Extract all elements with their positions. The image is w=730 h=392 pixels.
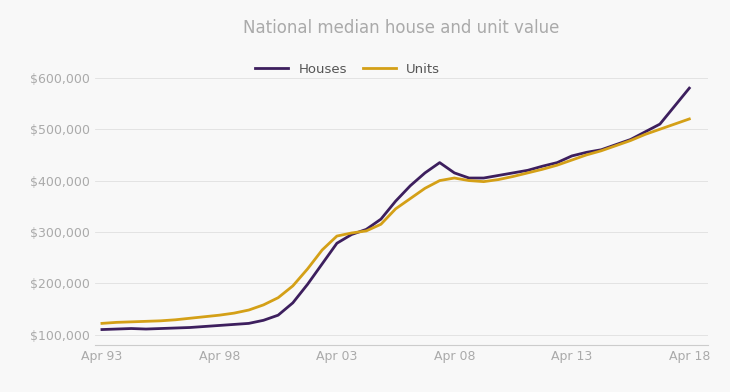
Units bbox=[685, 116, 694, 121]
Houses bbox=[670, 104, 679, 109]
Houses bbox=[685, 86, 694, 91]
Houses bbox=[435, 160, 444, 165]
Units bbox=[112, 320, 121, 325]
Units bbox=[156, 318, 165, 323]
Units bbox=[523, 171, 532, 175]
Units bbox=[391, 207, 400, 211]
Houses bbox=[567, 154, 576, 158]
Units bbox=[303, 267, 312, 271]
Units bbox=[347, 230, 356, 235]
Houses bbox=[274, 313, 283, 318]
Houses bbox=[626, 137, 635, 142]
Houses bbox=[112, 327, 121, 331]
Units bbox=[127, 319, 136, 324]
Houses bbox=[656, 122, 664, 127]
Units bbox=[435, 178, 444, 183]
Units bbox=[215, 313, 224, 318]
Houses bbox=[127, 326, 136, 331]
Houses bbox=[597, 147, 606, 152]
Houses bbox=[245, 321, 253, 326]
Units bbox=[406, 196, 415, 201]
Title: National median house and unit value: National median house and unit value bbox=[243, 19, 560, 37]
Units bbox=[318, 248, 326, 252]
Units bbox=[670, 122, 679, 127]
Units bbox=[465, 178, 474, 183]
Units bbox=[582, 152, 591, 157]
Houses bbox=[215, 323, 224, 328]
Houses bbox=[406, 183, 415, 188]
Houses bbox=[538, 164, 547, 169]
Houses bbox=[142, 327, 150, 331]
Houses bbox=[200, 324, 209, 329]
Units bbox=[538, 167, 547, 172]
Houses bbox=[553, 160, 561, 165]
Units bbox=[480, 179, 488, 184]
Units bbox=[230, 311, 239, 316]
Units bbox=[509, 174, 518, 179]
Houses bbox=[480, 176, 488, 180]
Houses bbox=[288, 301, 297, 305]
Units bbox=[362, 229, 371, 233]
Units bbox=[420, 186, 429, 191]
Houses bbox=[641, 129, 650, 134]
Legend: Houses, Units: Houses, Units bbox=[255, 63, 440, 76]
Houses bbox=[391, 199, 400, 203]
Units bbox=[274, 295, 283, 300]
Line: Units: Units bbox=[102, 119, 689, 323]
Houses bbox=[612, 142, 620, 147]
Houses bbox=[318, 261, 326, 266]
Houses bbox=[362, 227, 371, 232]
Houses bbox=[171, 326, 180, 330]
Units bbox=[450, 176, 458, 180]
Houses bbox=[450, 171, 458, 175]
Houses bbox=[509, 171, 518, 175]
Units bbox=[626, 138, 635, 143]
Houses bbox=[465, 176, 474, 180]
Houses bbox=[230, 322, 239, 327]
Units bbox=[288, 283, 297, 288]
Units bbox=[259, 303, 268, 307]
Units bbox=[612, 143, 620, 148]
Units bbox=[200, 314, 209, 319]
Houses bbox=[494, 173, 503, 178]
Units bbox=[553, 163, 561, 167]
Houses bbox=[332, 241, 341, 246]
Units bbox=[641, 132, 650, 137]
Houses bbox=[303, 282, 312, 287]
Houses bbox=[420, 171, 429, 175]
Houses bbox=[377, 217, 385, 221]
Houses bbox=[259, 318, 268, 323]
Units bbox=[656, 127, 664, 132]
Units bbox=[185, 316, 194, 321]
Houses bbox=[582, 150, 591, 155]
Units bbox=[377, 222, 385, 227]
Houses bbox=[347, 232, 356, 237]
Houses bbox=[185, 325, 194, 330]
Units bbox=[567, 158, 576, 162]
Houses bbox=[98, 327, 107, 332]
Units bbox=[171, 318, 180, 322]
Units bbox=[98, 321, 107, 326]
Units bbox=[142, 319, 150, 324]
Line: Houses: Houses bbox=[102, 88, 689, 330]
Units bbox=[332, 234, 341, 238]
Units bbox=[597, 149, 606, 153]
Units bbox=[245, 308, 253, 312]
Units bbox=[494, 177, 503, 182]
Houses bbox=[523, 168, 532, 172]
Houses bbox=[156, 326, 165, 331]
